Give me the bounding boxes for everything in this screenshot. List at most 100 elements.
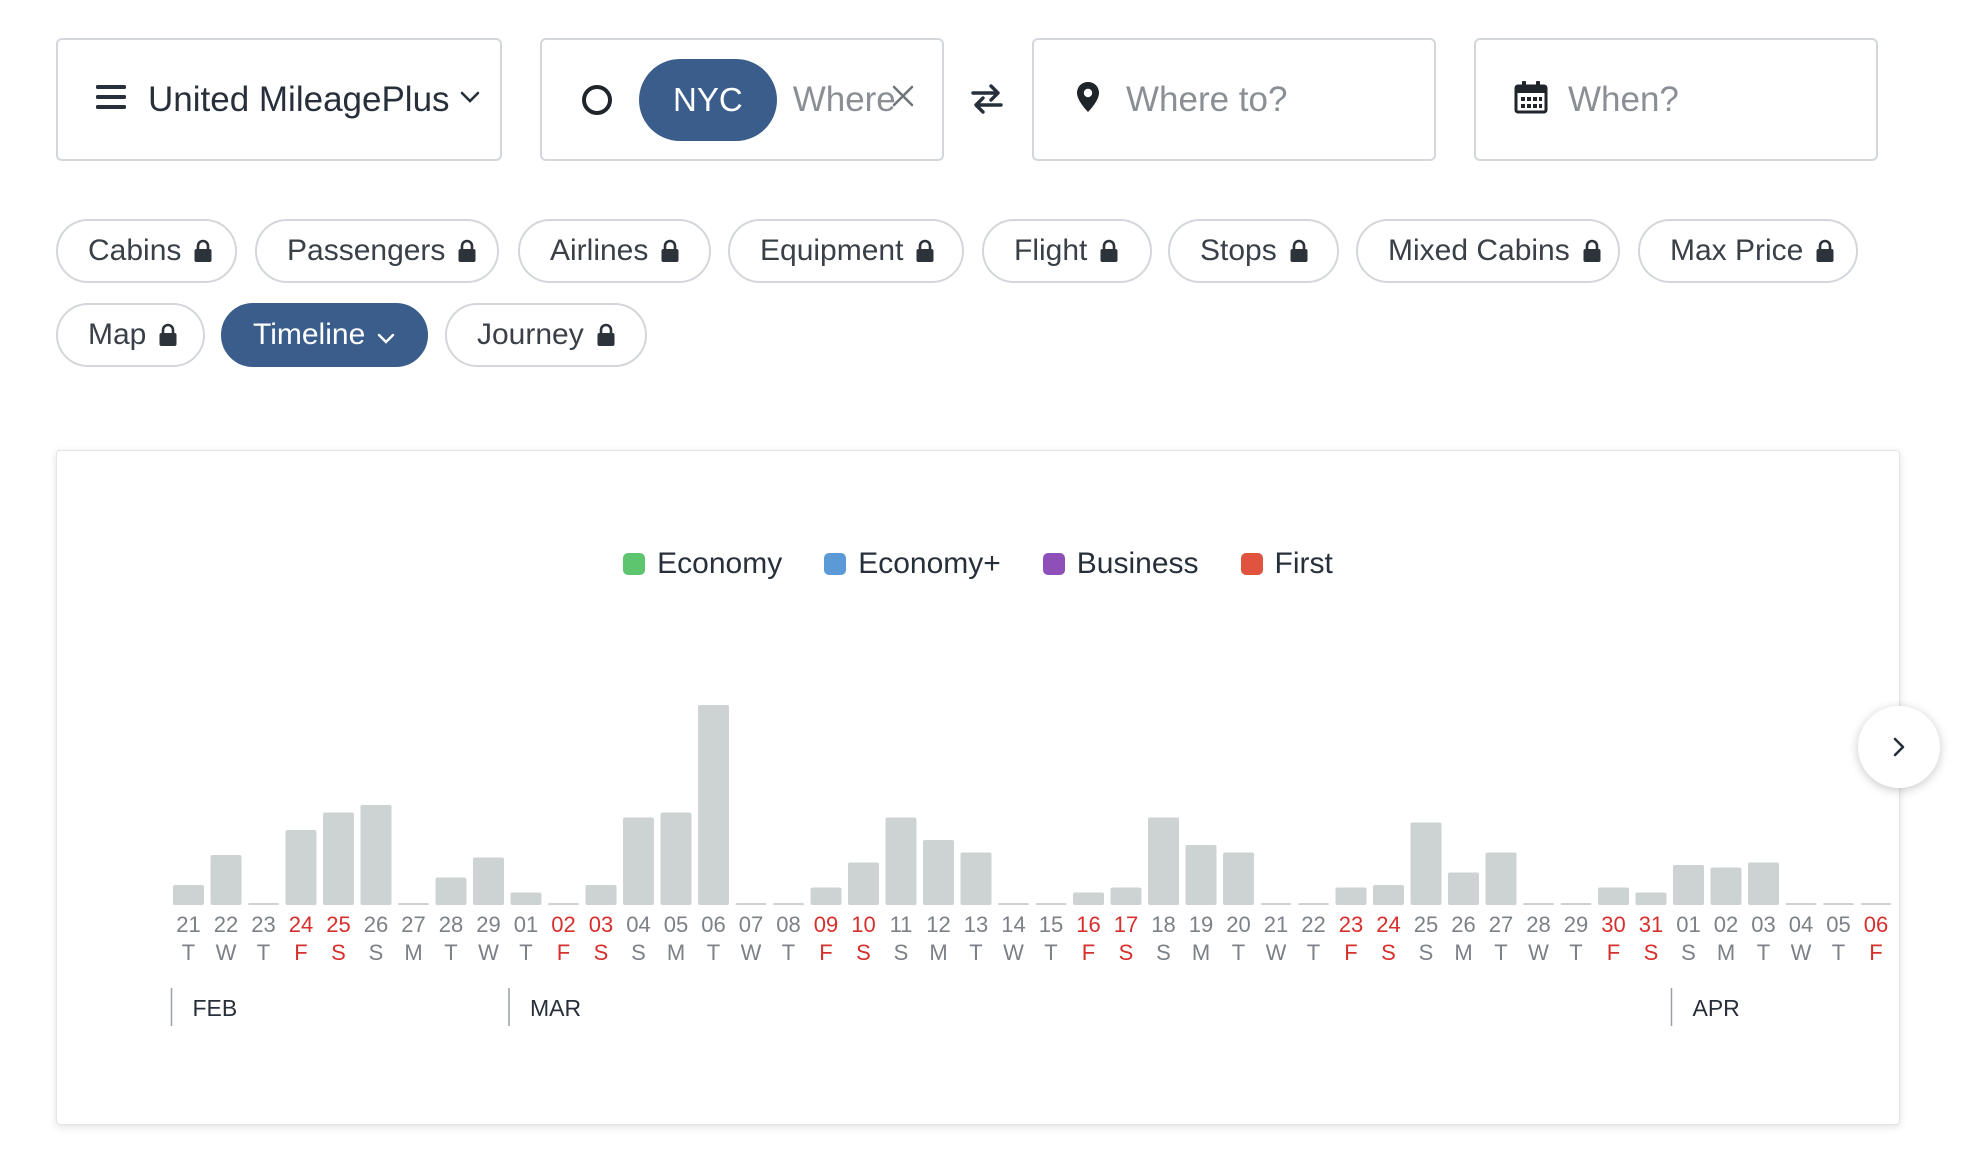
weekday-label: S [894, 940, 909, 965]
filter-chip-flight[interactable]: Flight [982, 219, 1152, 283]
bar-day-40[interactable] [1673, 865, 1704, 905]
bar-day-7[interactable] [435, 877, 467, 906]
bar-day-25[interactable] [1110, 887, 1142, 906]
bar-day-20[interactable] [923, 840, 954, 905]
bar-day-32[interactable] [1373, 885, 1404, 905]
filter-chip-passengers[interactable]: Passengers [255, 219, 499, 283]
bar-day-35[interactable] [1485, 852, 1517, 906]
legend-item-first[interactable]: First [1240, 547, 1333, 581]
bar-day-42[interactable] [1748, 862, 1779, 906]
bar-day-14[interactable] [698, 705, 729, 905]
view-chip-map[interactable]: Map [56, 303, 205, 367]
weekday-label: T [1307, 940, 1320, 965]
date-field[interactable]: When? [1474, 38, 1878, 161]
chip-label: Stops [1200, 234, 1277, 267]
chip-label: Map [88, 318, 147, 351]
view-chip-timeline[interactable]: Timeline [221, 303, 428, 367]
date-label: 20 [1226, 912, 1250, 937]
bar-day-22[interactable] [998, 903, 1029, 905]
bar-day-18[interactable] [848, 862, 879, 906]
bar-day-8[interactable] [473, 857, 504, 906]
bar-day-16[interactable] [773, 903, 804, 905]
filter-chip-max-price[interactable]: Max Price [1638, 219, 1858, 283]
bar-day-2[interactable] [248, 903, 279, 905]
bar-day-38[interactable] [1598, 887, 1629, 906]
bar-day-24[interactable] [1073, 892, 1104, 906]
bar-day-11[interactable] [585, 885, 617, 905]
bar-day-33[interactable] [1410, 822, 1442, 906]
filter-chip-cabins[interactable]: Cabins [56, 219, 237, 283]
filter-chip-airlines[interactable]: Airlines [518, 219, 711, 283]
date-label: 29 [476, 912, 500, 937]
origin-selected-chip[interactable]: NYC [639, 58, 777, 141]
legend-item-economy-plus[interactable]: Economy+ [824, 547, 1001, 581]
bar-day-3[interactable] [285, 830, 317, 905]
bar-day-36[interactable] [1523, 903, 1554, 905]
legend-swatch [1240, 553, 1263, 575]
bar-day-28[interactable] [1223, 852, 1254, 906]
date-label: 10 [851, 912, 875, 937]
chip-label: Passengers [287, 234, 446, 267]
bar-day-10[interactable] [548, 903, 579, 905]
bar-day-44[interactable] [1823, 903, 1854, 905]
bar-day-39[interactable] [1635, 892, 1667, 906]
date-label: 19 [1189, 912, 1213, 937]
origin-search-input[interactable]: Where from? [792, 79, 905, 119]
date-label: 12 [926, 912, 950, 937]
calendar-icon [1514, 80, 1548, 119]
bar-day-1[interactable] [210, 855, 242, 905]
bar-day-15[interactable] [735, 903, 767, 905]
bar-day-45[interactable] [1860, 903, 1892, 905]
filter-chip-mixed-cabins[interactable]: Mixed Cabins [1356, 219, 1620, 283]
weekday-label: T [444, 940, 457, 965]
month-label: APR [1693, 995, 1740, 1021]
lock-icon [596, 323, 616, 347]
program-selector[interactable]: United MileagePlus [56, 38, 502, 161]
chevron-right-icon [1893, 737, 1905, 757]
bar-day-4[interactable] [323, 812, 354, 906]
date-label: 01 [1676, 912, 1700, 937]
bar-day-37[interactable] [1560, 903, 1592, 905]
bar-day-6[interactable] [398, 903, 429, 905]
filter-chip-equipment[interactable]: Equipment [728, 219, 964, 283]
clear-icon[interactable] [890, 83, 916, 109]
bar-day-19[interactable] [885, 817, 917, 906]
bar-day-27[interactable] [1185, 845, 1217, 905]
bar-day-12[interactable] [623, 817, 654, 906]
view-chip-journey[interactable]: Journey [445, 303, 647, 367]
destination-input[interactable]: Where to? [1126, 79, 1288, 119]
weekday-label: T [969, 940, 982, 965]
origin-search-input-wrap[interactable]: Where from? [793, 80, 905, 120]
legend-label: Business [1076, 547, 1199, 580]
bar-day-29[interactable] [1260, 903, 1292, 905]
swap-direction-button[interactable] [970, 82, 1004, 116]
weekday-label: T [1832, 940, 1845, 965]
bar-day-31[interactable] [1335, 887, 1367, 906]
next-page-button[interactable] [1858, 706, 1940, 788]
filter-chip-stops[interactable]: Stops [1168, 219, 1339, 283]
destination-field[interactable]: Where to? [1032, 38, 1436, 161]
bar-day-43[interactable] [1785, 903, 1817, 905]
date-input[interactable]: When? [1568, 79, 1679, 119]
bar-day-34[interactable] [1448, 872, 1479, 906]
legend-item-economy[interactable]: Economy [623, 547, 782, 581]
bar-day-23[interactable] [1035, 903, 1067, 905]
swap-arrows-icon [971, 84, 1003, 114]
weekday-label: M [667, 940, 685, 965]
bar-day-9[interactable] [510, 892, 542, 906]
chip-label: Flight [1014, 234, 1088, 267]
legend-item-business[interactable]: Business [1042, 547, 1199, 581]
bar-day-41[interactable] [1710, 867, 1742, 906]
bar-day-5[interactable] [360, 805, 392, 905]
bar-day-26[interactable] [1148, 817, 1179, 906]
bar-day-21[interactable] [960, 852, 992, 906]
weekday-label: S [331, 940, 346, 965]
bar-day-17[interactable] [810, 887, 842, 906]
date-label: 26 [364, 912, 388, 937]
date-label: 21 [1264, 912, 1288, 937]
origin-field[interactable]: NYC Where from? [540, 38, 944, 161]
bar-day-0[interactable] [173, 885, 204, 905]
bar-day-30[interactable] [1298, 903, 1329, 905]
bar-day-13[interactable] [660, 812, 692, 906]
